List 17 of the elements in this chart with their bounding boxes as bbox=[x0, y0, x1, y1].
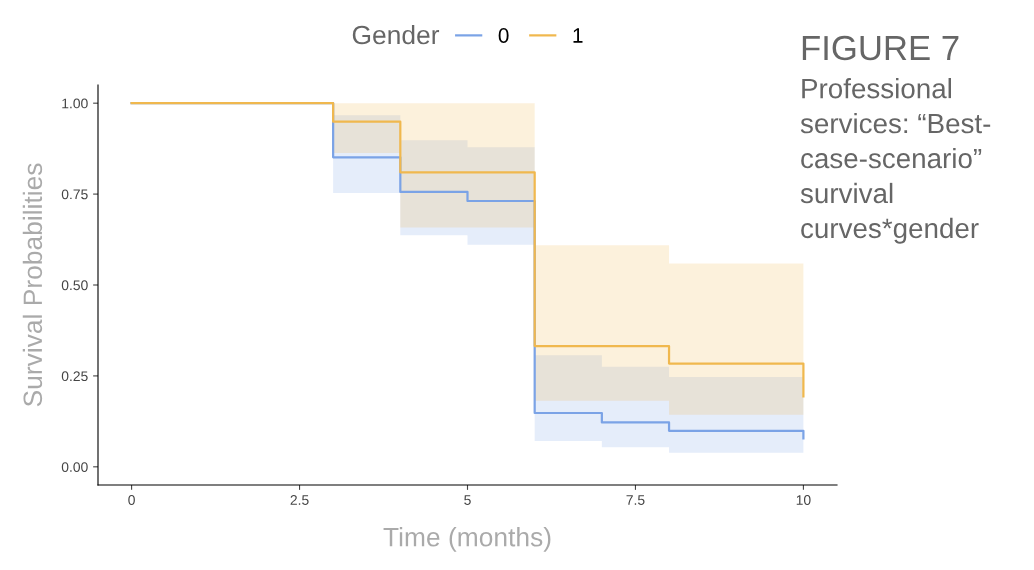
x-tick-label: 0 bbox=[128, 495, 135, 505]
x-tick-label: 10 bbox=[796, 495, 811, 505]
x-axis-title: Time (months) bbox=[383, 527, 551, 552]
y-axis-title: Survival Probabilities bbox=[22, 163, 43, 407]
y-tick-label: 0.00 bbox=[61, 462, 88, 472]
y-tick-label: 0.50 bbox=[61, 280, 88, 291]
chart-title: FIGURE 7 bbox=[802, 35, 959, 61]
y-tick-label: 0.25 bbox=[61, 371, 88, 382]
x-tick-label: 2.5 bbox=[290, 495, 309, 505]
y-tick-label: 1.00 bbox=[62, 98, 88, 109]
x-tick-label: 7.5 bbox=[626, 495, 645, 505]
text: Professional services: “Best-case-scenario” survival curves*gender bbox=[800, 78, 991, 244]
y-tick-label: 0.75 bbox=[61, 189, 88, 200]
legend-label: 1 bbox=[573, 28, 583, 43]
legend-label: 0 bbox=[498, 28, 509, 43]
legend-title: Gender bbox=[352, 24, 440, 45]
x-tick-label: 5 bbox=[464, 495, 471, 505]
